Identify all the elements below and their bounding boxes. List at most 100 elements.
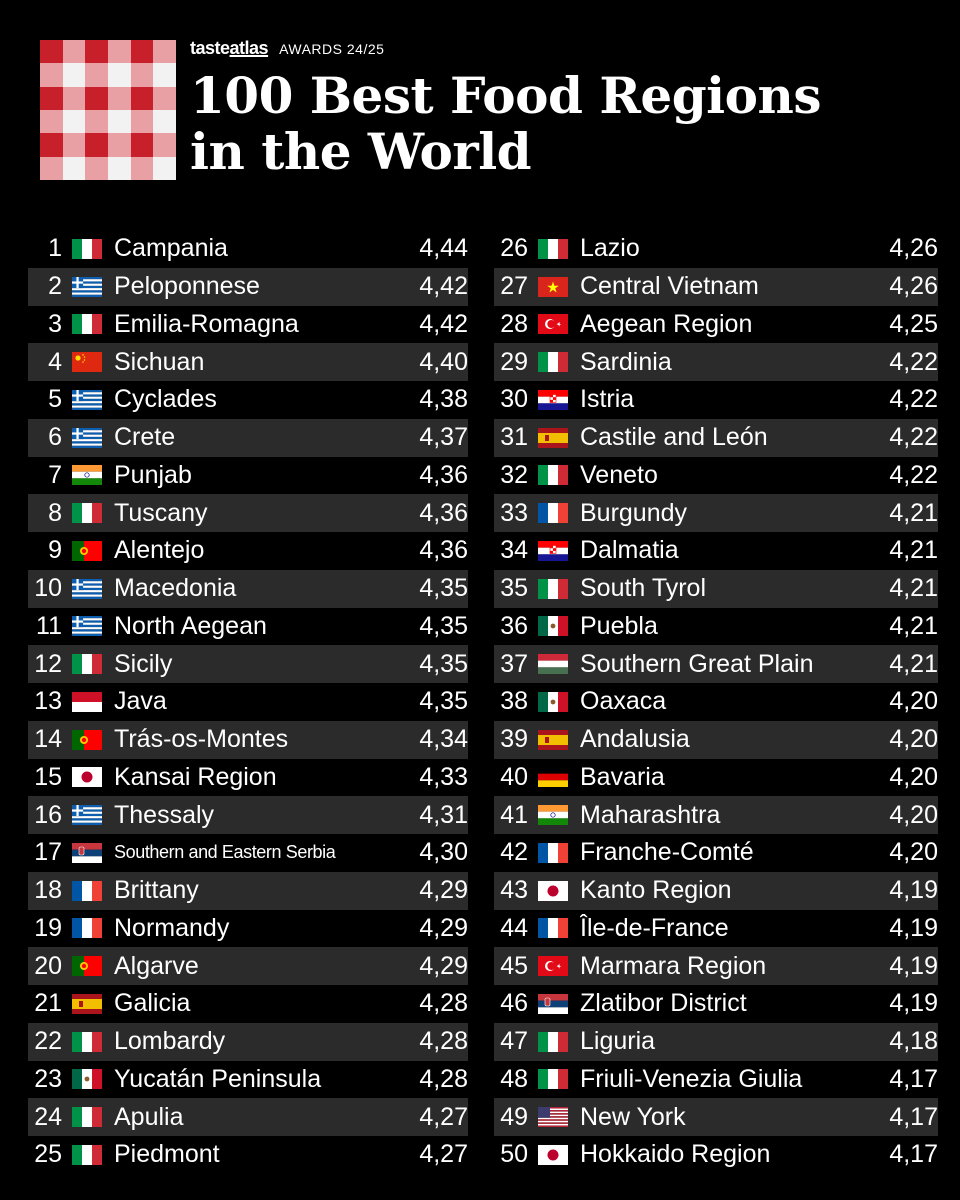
- rating-value: 4,29: [419, 913, 468, 942]
- rank-number: 35: [500, 574, 528, 603]
- region-name: Maharashtra: [580, 800, 721, 829]
- logo-cell: [130, 86, 154, 110]
- rating-value: 4,35: [419, 574, 468, 603]
- flag-serbia-icon: [72, 842, 102, 863]
- logo-cell: [40, 156, 63, 180]
- region-name: Apulia: [114, 1102, 184, 1131]
- flag-greece-icon: [72, 276, 102, 297]
- flag-india-icon: [538, 805, 568, 826]
- region-name: Bavaria: [580, 762, 665, 791]
- ranking-row: 34 Dalmatia 4,21: [494, 532, 938, 570]
- flag-italy-icon: [72, 654, 102, 675]
- rating-value: 4,26: [889, 234, 938, 263]
- rank-number: 39: [500, 725, 528, 754]
- ranking-row: 5 Cyclades 4,38: [28, 381, 468, 419]
- flag-japan-icon: [72, 767, 102, 788]
- region-name: Kanto Region: [580, 876, 732, 905]
- flag-croatia-icon: [538, 389, 568, 410]
- flag-italy-icon: [72, 1031, 102, 1052]
- region-name: Punjab: [114, 460, 192, 489]
- region-name: North Aegean: [114, 611, 267, 640]
- flag-croatia-icon: [538, 540, 568, 561]
- flag-spain-icon: [538, 427, 568, 448]
- logo-cell: [130, 110, 154, 134]
- rating-value: 4,35: [419, 687, 468, 716]
- logo-cell: [62, 40, 86, 64]
- logo-cell: [153, 40, 176, 64]
- ranking-row: 23 Yucatán Peninsula 4,28: [28, 1061, 468, 1099]
- awards-label: AWARDS 24/25: [279, 41, 385, 57]
- flag-portugal-icon: [72, 729, 102, 750]
- region-name: Aegean Region: [580, 309, 753, 338]
- logo-cell: [85, 86, 108, 110]
- rating-value: 4,19: [889, 989, 938, 1018]
- flag-india-icon: [72, 465, 102, 486]
- region-name: Sichuan: [114, 347, 205, 376]
- logo-cell: [62, 86, 86, 110]
- logo-cell: [62, 133, 86, 157]
- rank-number: 3: [48, 309, 62, 338]
- region-name: Piedmont: [114, 1140, 220, 1169]
- region-name: Marmara Region: [580, 951, 767, 980]
- logo-cell: [85, 40, 108, 64]
- flag-italy-icon: [538, 352, 568, 373]
- logo-cell: [107, 156, 131, 180]
- rating-value: 4,35: [419, 649, 468, 678]
- logo-cell: [62, 156, 86, 180]
- rank-number: 33: [500, 498, 528, 527]
- rating-value: 4,20: [889, 725, 938, 754]
- ranking-row: 9 Alentejo 4,36: [28, 532, 468, 570]
- region-name: Sardinia: [580, 347, 672, 376]
- rank-number: 17: [34, 838, 62, 867]
- rank-number: 10: [34, 574, 62, 603]
- rank-number: 23: [34, 1064, 62, 1093]
- logo-cell: [62, 63, 86, 87]
- rank-number: 4: [48, 347, 62, 376]
- ranking-row: 20 Algarve 4,29: [28, 947, 468, 985]
- rank-number: 20: [34, 951, 62, 980]
- rank-number: 1: [48, 234, 62, 263]
- logo-cell: [107, 63, 131, 87]
- rank-number: 32: [500, 460, 528, 489]
- flag-mexico-icon: [72, 1069, 102, 1090]
- flag-portugal-icon: [72, 540, 102, 561]
- ranking-row: 8 Tuscany 4,36: [28, 494, 468, 532]
- flag-japan-icon: [538, 1144, 568, 1165]
- rank-number: 14: [34, 725, 62, 754]
- region-name: Emilia-Romagna: [114, 309, 299, 338]
- region-name: South Tyrol: [580, 574, 707, 603]
- rating-value: 4,36: [419, 536, 468, 565]
- rank-number: 15: [34, 762, 62, 791]
- rating-value: 4,35: [419, 611, 468, 640]
- ranking-row: 17 Southern and Eastern Serbia 4,30: [28, 834, 468, 872]
- region-name: Galicia: [114, 989, 191, 1018]
- region-name: Crete: [114, 423, 176, 452]
- region-name: Zlatibor District: [580, 989, 747, 1018]
- flag-china-icon: [72, 352, 102, 373]
- flag-france-icon: [538, 842, 568, 863]
- logo-cell: [130, 133, 154, 157]
- flag-hungary-icon: [538, 654, 568, 675]
- checkered-logo-icon: [40, 40, 176, 180]
- ranking-row: 43 Kanto Region 4,19: [494, 871, 938, 910]
- flag-turkey-icon: [538, 314, 568, 335]
- ranking-row: 49 New York 4,17: [494, 1098, 938, 1136]
- rating-value: 4,29: [419, 951, 468, 980]
- rank-number: 50: [500, 1140, 528, 1169]
- rating-value: 4,19: [889, 876, 938, 905]
- title-line-1: 100 Best Food Regions: [190, 66, 822, 125]
- rating-value: 4,19: [889, 913, 938, 942]
- rating-value: 4,38: [419, 385, 468, 414]
- rating-value: 4,21: [889, 498, 938, 527]
- ranking-row: 26 Lazio 4,26: [494, 230, 938, 268]
- rating-value: 4,42: [419, 309, 468, 338]
- region-name: Alentejo: [114, 536, 205, 565]
- region-name: Puebla: [580, 611, 658, 640]
- ranking-row: 31 Castile and León 4,22: [494, 418, 938, 457]
- rank-number: 31: [500, 423, 528, 452]
- rating-value: 4,17: [889, 1102, 938, 1131]
- rating-value: 4,17: [889, 1064, 938, 1093]
- rating-value: 4,31: [419, 800, 468, 829]
- rank-number: 30: [500, 385, 528, 414]
- region-name: Southern Great Plain: [580, 649, 814, 678]
